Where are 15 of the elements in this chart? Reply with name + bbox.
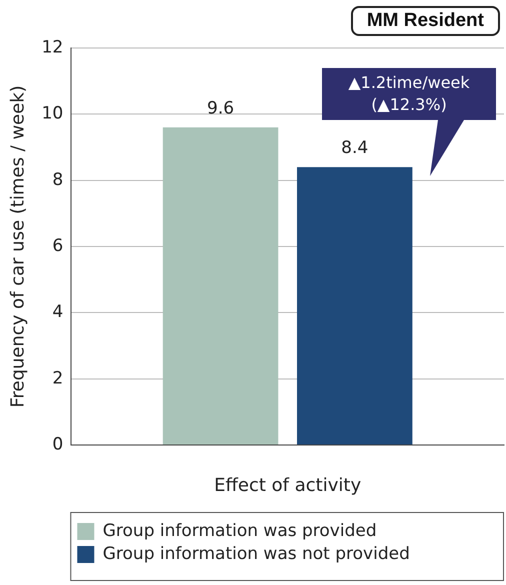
legend-label: Group information was not provided — [102, 544, 410, 564]
y-tick-label: 12 — [42, 37, 64, 58]
y-axis-title: Frequency of car use (times / week) — [7, 85, 28, 408]
annotation: ▲1.2time/week (▲12.3%) — [322, 68, 496, 120]
y-tick-label: 2 — [52, 368, 64, 388]
y-tick-label: 6 — [52, 236, 64, 256]
y-tick-label: 4 — [52, 302, 64, 322]
data-label: 8.4 — [341, 138, 368, 158]
y-tick-label: 0 — [52, 434, 64, 454]
y-tick-label: 10 — [42, 104, 64, 124]
chart-title: MM Resident — [350, 6, 500, 36]
y-tick-label: 8 — [52, 170, 64, 190]
data-label: 9.6 — [207, 98, 234, 118]
legend-label: Group information was provided — [102, 520, 377, 541]
x-axis-title: Effect of activity — [214, 474, 362, 496]
